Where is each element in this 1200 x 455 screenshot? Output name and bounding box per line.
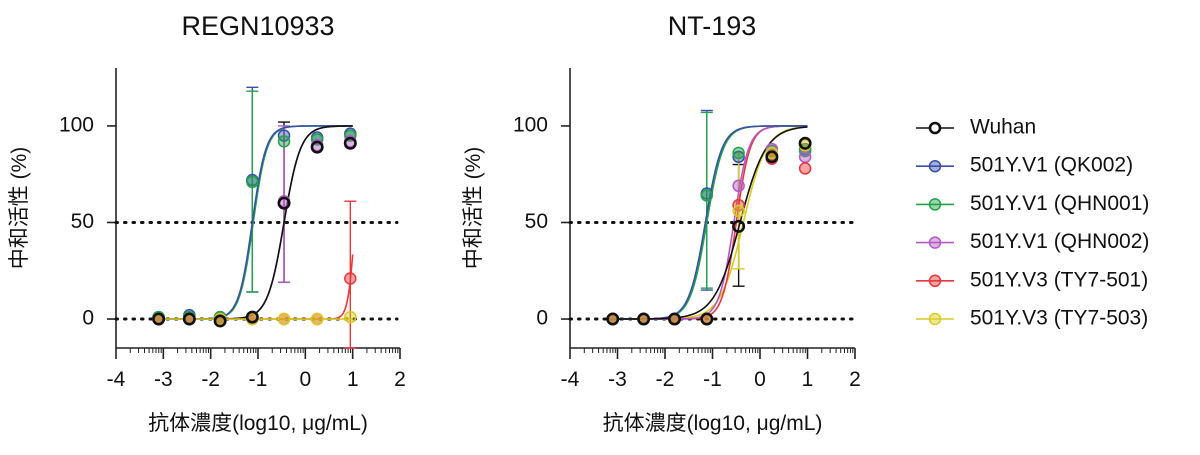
x-axis-label: 抗体濃度(log10, μg/mL) bbox=[603, 412, 823, 435]
data-point-501y-v1-qhn002 bbox=[732, 179, 745, 193]
data-point-wuhan bbox=[182, 312, 196, 326]
data-point-wuhan bbox=[213, 314, 227, 328]
data-point-501y-v3-ty7-503 bbox=[765, 146, 779, 160]
y-tick-label: 50 bbox=[71, 210, 94, 233]
y-tick-label: 0 bbox=[536, 307, 548, 330]
legend-marker-501y-v3-ty7-503 bbox=[928, 312, 942, 326]
x-tick-label: -1 bbox=[703, 368, 722, 391]
x-tick-label: 0 bbox=[299, 368, 311, 391]
legend-label-501y-v1-qhn001: 501Y.V1 (QHN001) bbox=[970, 192, 1149, 215]
data-point-wuhan bbox=[245, 310, 259, 324]
y-tick-label: 100 bbox=[513, 113, 548, 136]
data-point-501y-v1-qk002 bbox=[732, 150, 745, 164]
y-axis-label: 中和活性 (%) bbox=[8, 147, 31, 270]
data-point-501y-v1-qhn002 bbox=[798, 150, 812, 164]
x-axis-label: 抗体濃度(log10, μg/mL) bbox=[148, 412, 368, 435]
legend-marker-501y-v1-qhn001 bbox=[928, 198, 942, 211]
data-point-wuhan bbox=[310, 140, 324, 154]
x-tick-label: 2 bbox=[849, 368, 861, 391]
data-point-wuhan bbox=[700, 312, 714, 326]
chart-panel-regn10933: REGN10933 0 50 100 -4 -3 -2 -1 0 1 2 抗体濃度(log10, μg… bbox=[8, 11, 406, 435]
data-point-501y-v3-ty7-503 bbox=[732, 204, 745, 218]
fit-curve-501y-v3-ty7-501 bbox=[153, 254, 354, 320]
x-tick-label: -1 bbox=[249, 368, 268, 391]
chart-legend: Wuhan 501Y.V1 (QK002) 501Y.V1 (QHN001) 501Y… bbox=[916, 116, 1149, 330]
x-tick-label: -2 bbox=[201, 368, 220, 391]
x-tick-label: -4 bbox=[107, 368, 126, 391]
x-tick-label: 0 bbox=[754, 368, 766, 391]
legend-label-wuhan: Wuhan bbox=[970, 116, 1036, 139]
legend-label-501y-v1-qhn002: 501Y.V1 (QHN002) bbox=[970, 230, 1149, 253]
legend-label-501y-v3-ty7-503: 501Y.V3 (TY7-503) bbox=[970, 307, 1148, 330]
data-point-wuhan bbox=[667, 312, 681, 326]
y-axis-label: 中和活性 (%) bbox=[462, 147, 485, 270]
fit-curve-wuhan bbox=[608, 126, 808, 320]
data-point-501y-v3-ty7-503 bbox=[344, 310, 357, 324]
data-point-501y-v1-qhn001 bbox=[732, 146, 745, 160]
legend-marker-501y-v3-ty7-501 bbox=[928, 274, 942, 288]
y-tick-label: 50 bbox=[525, 210, 548, 233]
data-point-501y-v1-qhn001 bbox=[700, 189, 714, 202]
x-tick-label: 1 bbox=[802, 368, 814, 391]
legend-marker-501y-v1-qhn002 bbox=[928, 236, 942, 249]
data-point-wuhan bbox=[277, 196, 291, 210]
chart-panel-nt-193: NT-193 0 50 100 -4 -3 -2 -1 0 1 2 抗体濃度(log10, μg/mL… bbox=[462, 11, 861, 435]
data-point-wuhan bbox=[343, 136, 357, 150]
x-tick-label: 2 bbox=[394, 368, 406, 391]
data-point-wuhan bbox=[765, 150, 779, 164]
x-tick-label: -4 bbox=[561, 368, 580, 391]
data-point-501y-v3-ty7-501 bbox=[344, 272, 357, 285]
legend-label-501y-v1-qk002: 501Y.V1 (QK002) bbox=[970, 154, 1133, 177]
chart-title: NT-193 bbox=[668, 11, 757, 41]
data-point-wuhan bbox=[606, 312, 620, 326]
chart-title: REGN10933 bbox=[181, 11, 334, 41]
data-point-501y-v3-ty7-503 bbox=[277, 312, 291, 326]
data-point-501y-v1-qhn001 bbox=[246, 175, 259, 189]
y-tick-label: 100 bbox=[59, 113, 94, 136]
x-tick-label: -3 bbox=[154, 368, 173, 391]
data-point-wuhan bbox=[732, 219, 746, 233]
x-tick-label: -3 bbox=[608, 368, 627, 391]
x-tick-label: -2 bbox=[656, 368, 675, 391]
data-point-501y-v3-ty7-503 bbox=[310, 312, 324, 326]
data-point-501y-v1-qhn001 bbox=[277, 135, 291, 148]
legend-marker-wuhan bbox=[928, 121, 942, 135]
data-point-501y-v3-ty7-501 bbox=[798, 162, 812, 175]
data-point-wuhan bbox=[798, 136, 812, 150]
data-point-wuhan bbox=[637, 312, 651, 326]
legend-label-501y-v3-ty7-501: 501Y.V3 (TY7-501) bbox=[970, 268, 1148, 291]
y-tick-label: 0 bbox=[82, 307, 94, 330]
x-tick-label: 1 bbox=[347, 368, 359, 391]
data-point-wuhan bbox=[152, 312, 166, 326]
legend-marker-501y-v1-qk002 bbox=[928, 159, 942, 173]
